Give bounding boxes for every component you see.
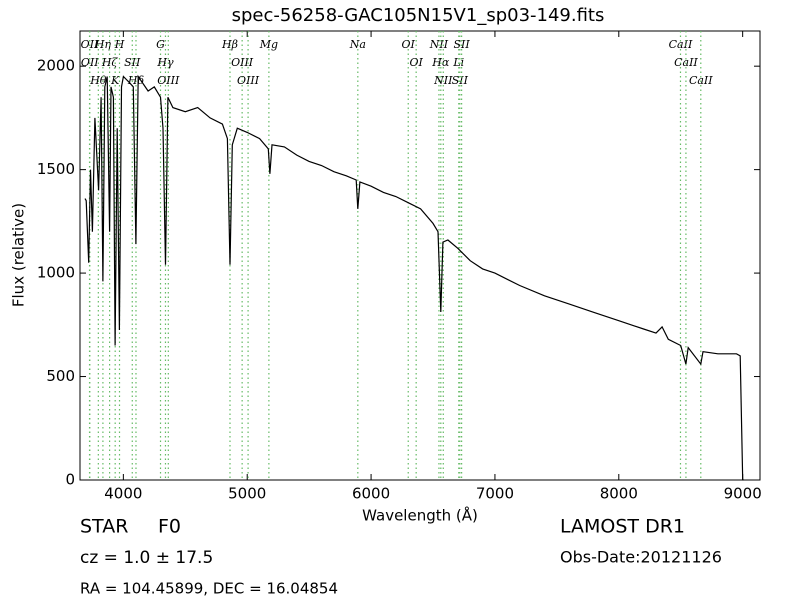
object-subclass: F0	[158, 516, 181, 538]
spectral-line-label: SII	[452, 74, 469, 87]
spectral-line-label: CaII	[669, 38, 693, 51]
spectral-line-label: OIII	[157, 74, 180, 87]
plot-frame	[79, 30, 761, 481]
spectral-line-label: Mg	[259, 38, 278, 51]
x-axis-label: Wavelength (Å)	[362, 506, 478, 525]
spectral-line-label: Li	[452, 56, 464, 69]
spectral-line-label: Hβ	[221, 38, 238, 51]
chart-title: spec-56258-GAC105N15V1_sp03-149.fits	[232, 5, 605, 26]
data-release: LAMOST DR1	[560, 516, 685, 538]
y-tick-label: 1000	[37, 264, 75, 282]
x-tick-label: 7000	[476, 485, 514, 503]
spectrum-line	[85, 77, 744, 481]
spectral-line-label: OI	[409, 56, 423, 69]
object-class: STAR	[80, 516, 128, 538]
spectral-line-label: OIII	[237, 74, 260, 87]
spectral-line-label: OI	[402, 38, 416, 51]
spectral-line-label: SII	[454, 38, 471, 51]
x-tick-label: 5000	[228, 485, 266, 503]
spectral-line-label: CaII	[674, 56, 698, 69]
obs-date: Obs-Date:20121126	[560, 548, 722, 567]
y-tick-label: 500	[46, 367, 75, 385]
spectral-line-label: OII	[81, 56, 99, 69]
spectral-line-label: Hη	[94, 38, 112, 51]
spectral-line-label: Hα	[431, 56, 450, 69]
spectral-line-label: Hδ	[127, 74, 145, 87]
spectral-line-label: K	[110, 74, 120, 87]
x-tick-label: 6000	[352, 485, 390, 503]
y-axis-label: Flux (relative)	[10, 203, 28, 307]
spectral-line-label: G	[156, 38, 165, 51]
y-tick-label: 0	[65, 471, 75, 489]
coordinates: RA = 104.45899, DEC = 16.04854	[80, 580, 338, 598]
spectral-line-label: H	[114, 38, 125, 51]
x-tick-label: 4000	[104, 485, 142, 503]
y-tick-label: 1500	[37, 160, 75, 178]
redshift: cz = 1.0 ± 17.5	[80, 548, 213, 568]
x-tick-label: 9000	[724, 485, 762, 503]
spectral-line-label: Hζ	[101, 56, 119, 69]
spectral-line-label: CaII	[689, 74, 713, 87]
spectral-line-label: Na	[349, 38, 366, 51]
spectral-line-label: Hθ	[89, 74, 107, 87]
spectral-line-label: NII	[433, 74, 453, 87]
spectral-line-label: OIII	[231, 56, 254, 69]
x-tick-label: 8000	[600, 485, 638, 503]
y-tick-label: 2000	[37, 57, 75, 75]
spectral-line-label: SII	[124, 56, 141, 69]
spectral-line-label: NII	[429, 38, 449, 51]
spectral-line-label: Hγ	[156, 56, 174, 69]
